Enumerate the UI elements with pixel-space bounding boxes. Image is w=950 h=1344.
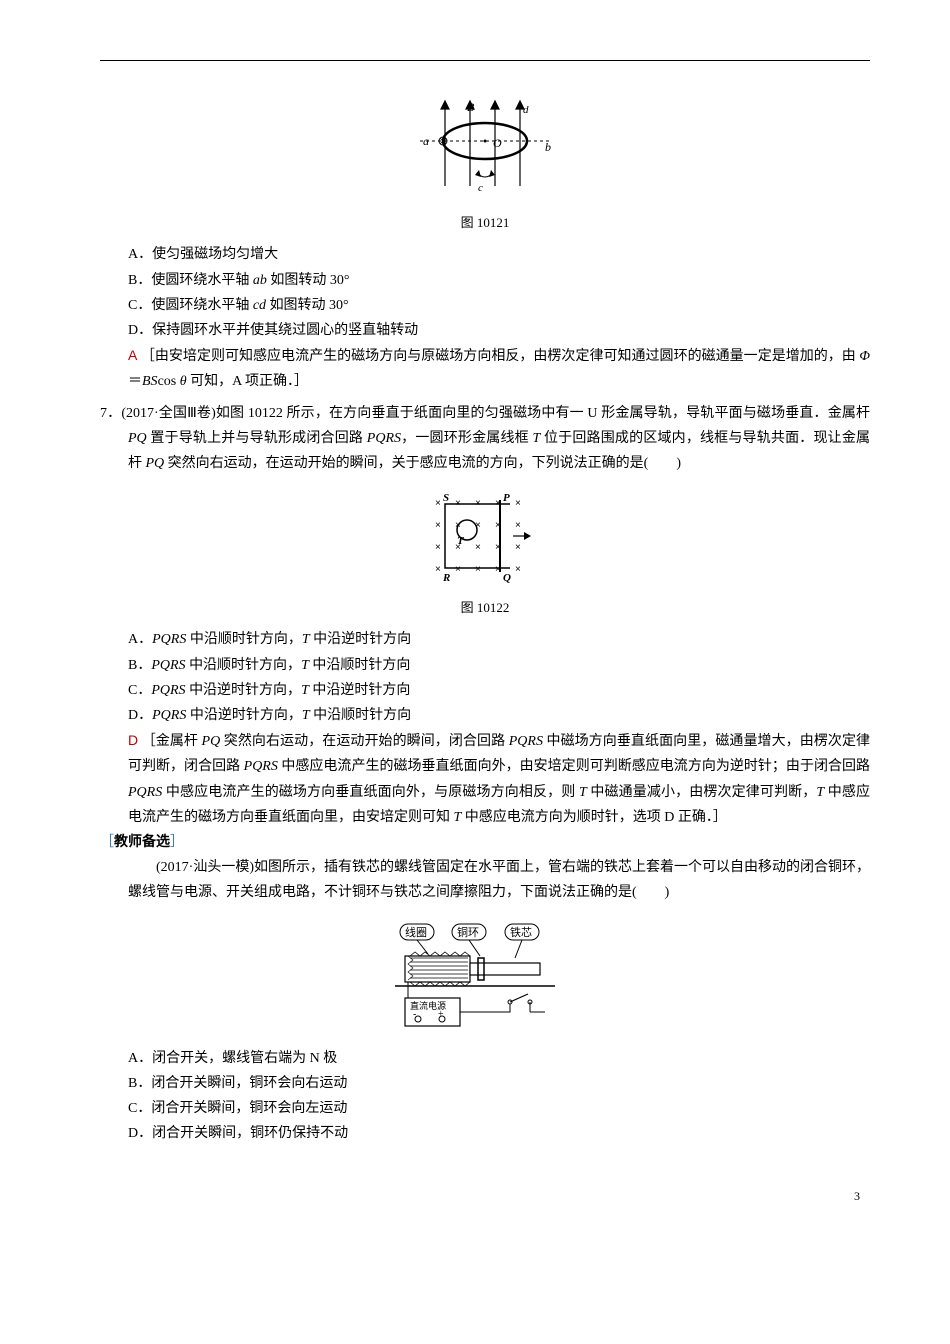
q7-answer-letter: D bbox=[128, 732, 138, 748]
svg-text:-: - bbox=[413, 1009, 416, 1020]
teacher-label: 教师备选 bbox=[114, 835, 170, 850]
svg-text:B: B bbox=[467, 100, 475, 114]
q7-option-d: D．PQRS 中沿逆时针方向，T 中沿顺时针方向 bbox=[100, 703, 870, 728]
svg-text:b: b bbox=[545, 140, 551, 154]
svg-text:×: × bbox=[475, 542, 481, 553]
q6-option-d: D．保持圆环水平并使其绕过圆心的竖直轴转动 bbox=[100, 318, 870, 343]
svg-text:S: S bbox=[443, 492, 449, 504]
q6-answer-letter: A bbox=[128, 347, 137, 363]
label-ring: 铜环 bbox=[457, 925, 479, 939]
teacher-source: (2017·汕头一模) bbox=[156, 860, 254, 875]
q7-stem: 7．(2017·全国Ⅲ卷)如图 10122 所示，在方向垂直于纸面向里的匀强磁场… bbox=[100, 401, 870, 477]
q7-option-c: C．PQRS 中沿逆时针方向，T 中沿逆时针方向 bbox=[100, 678, 870, 703]
svg-text:P: P bbox=[503, 492, 510, 504]
q6-explanation: A ［由安培定则可知感应电流产生的磁场方向与原磁场方向相反，由楞次定律可知通过圆… bbox=[100, 343, 870, 394]
svg-text:×: × bbox=[515, 542, 521, 553]
svg-text:a: a bbox=[423, 134, 429, 148]
label-core: 铁芯 bbox=[510, 925, 532, 939]
q7-source: (2017·全国Ⅲ卷) bbox=[121, 406, 215, 421]
svg-text:×: × bbox=[475, 564, 481, 575]
page-number: 3 bbox=[100, 1186, 870, 1208]
fig-solenoid-svg: 线圈 铜环 铁芯 直流电源 - + bbox=[380, 916, 590, 1036]
svg-text:×: × bbox=[515, 498, 521, 509]
fig-10122-caption: 图 10122 bbox=[100, 596, 870, 619]
svg-text:×: × bbox=[435, 498, 441, 509]
q6-explain-p2: 可知，A 项正确．］ bbox=[187, 374, 308, 389]
svg-text:c: c bbox=[478, 182, 483, 194]
svg-text:×: × bbox=[435, 520, 441, 531]
q6-option-a: A．使匀强磁场均匀增大 bbox=[100, 242, 870, 267]
label-coil: 线圈 bbox=[405, 925, 427, 939]
svg-text:×: × bbox=[455, 564, 461, 575]
q6-option-b: B．使圆环绕水平轴 ab 如图转动 30° bbox=[100, 268, 870, 293]
teacher-bracket-open: ［ bbox=[100, 835, 114, 850]
figure-10121: O B d a b c bbox=[100, 91, 870, 201]
teacher-bracket-close: ］ bbox=[170, 835, 184, 850]
svg-text:×: × bbox=[515, 564, 521, 575]
svg-text:×: × bbox=[515, 520, 521, 531]
fig-10121-caption: 图 10121 bbox=[100, 211, 870, 234]
svg-text:Q: Q bbox=[503, 572, 511, 584]
svg-text:×: × bbox=[435, 542, 441, 553]
question-7: 7．(2017·全国Ⅲ卷)如图 10122 所示，在方向垂直于纸面向里的匀强磁场… bbox=[100, 401, 870, 477]
teacher-option-a: A．闭合开关，螺线管右端为 N 极 bbox=[100, 1046, 870, 1071]
svg-text:d: d bbox=[523, 104, 529, 116]
figure-solenoid: 线圈 铜环 铁芯 直流电源 - + bbox=[100, 916, 870, 1036]
teacher-heading: ［教师备选］ bbox=[100, 830, 870, 855]
svg-text:O: O bbox=[493, 136, 502, 150]
teacher-option-b: B．闭合开关瞬间，铜环会向右运动 bbox=[100, 1071, 870, 1096]
fig-10122-svg: ××××× ××××× ××××× ××××× S P R Q T bbox=[415, 486, 555, 586]
svg-text:R: R bbox=[442, 572, 450, 584]
q6-explain-p1: ［由安培定则可知感应电流产生的磁场方向与原磁场方向相反，由楞次定律可知通过圆环的… bbox=[141, 349, 859, 364]
q6-formula: Φ bbox=[859, 349, 870, 364]
fig-10121-svg: O B d a b c bbox=[385, 91, 585, 201]
teacher-option-d: D．闭合开关瞬间，铜环仍保持不动 bbox=[100, 1121, 870, 1146]
q7-number: 7． bbox=[100, 406, 121, 421]
teacher-option-c: C．闭合开关瞬间，铜环会向左运动 bbox=[100, 1096, 870, 1121]
q7-option-b: B．PQRS 中沿顺时针方向，T 中沿顺时针方向 bbox=[100, 653, 870, 678]
svg-text:T: T bbox=[457, 535, 465, 547]
svg-text:+: + bbox=[438, 1009, 444, 1020]
q7-option-a: A．PQRS 中沿顺时针方向，T 中沿逆时针方向 bbox=[100, 627, 870, 652]
teacher-stem: (2017·汕头一模)如图所示，插有铁芯的螺线管固定在水平面上，管右端的铁芯上套… bbox=[100, 855, 870, 905]
top-rule bbox=[100, 60, 870, 61]
q6-option-c: C．使圆环绕水平轴 cd 如图转动 30° bbox=[100, 293, 870, 318]
svg-text:×: × bbox=[435, 564, 441, 575]
q7-explanation: D ［金属杆 PQ 突然向右运动，在运动开始的瞬间，闭合回路 PQRS 中磁场方… bbox=[100, 728, 870, 830]
figure-10122: ××××× ××××× ××××× ××××× S P R Q T bbox=[100, 486, 870, 586]
